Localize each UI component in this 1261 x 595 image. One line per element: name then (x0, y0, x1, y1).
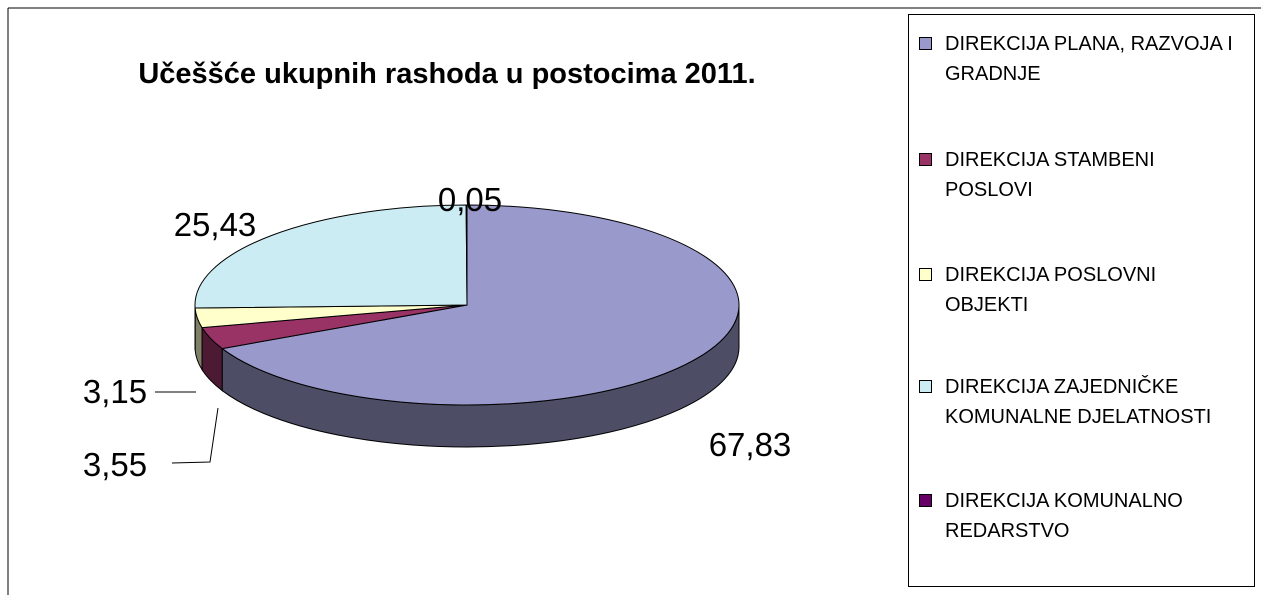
legend-label: DIREKCIJA STAMBENI POSLOVI (945, 149, 1155, 201)
legend-swatch (919, 37, 932, 50)
legend-swatch (919, 268, 932, 281)
slice (465, 204, 468, 306)
data-label: 0,05 (438, 181, 502, 218)
legend-swatch (919, 153, 932, 166)
slice (194, 204, 468, 309)
chart-title: Učeššće ukupnih rashoda u postocima 2011… (138, 58, 756, 90)
legend-swatch (919, 380, 932, 393)
legend-swatch (919, 494, 932, 507)
legend-label: DIREKCIJA KOMUNALNO REDARSTVO (945, 490, 1183, 542)
slice (220, 204, 740, 406)
legend-label: DIREKCIJA PLANA, RAZVOJA I GRADNJE (945, 33, 1233, 85)
data-label: 3,15 (83, 373, 147, 410)
legend: DIREKCIJA PLANA, RAZVOJA I GRADNJE DIREKC… (908, 14, 1255, 587)
data-label: 25,43 (174, 206, 257, 243)
legend-label: DIREKCIJA POSLOVNI OBJEKTI (945, 264, 1157, 316)
legend-label: DIREKCIJA ZAJEDNIČKE KOMUNALNE DJELATNOS… (945, 376, 1212, 428)
labels: 67,83 3,55 3,15 25,43 0,05 (83, 181, 791, 483)
data-label: 3,55 (83, 446, 147, 483)
leader-line (171, 407, 219, 464)
data-label: 67,83 (709, 426, 792, 463)
tops (194, 204, 740, 406)
